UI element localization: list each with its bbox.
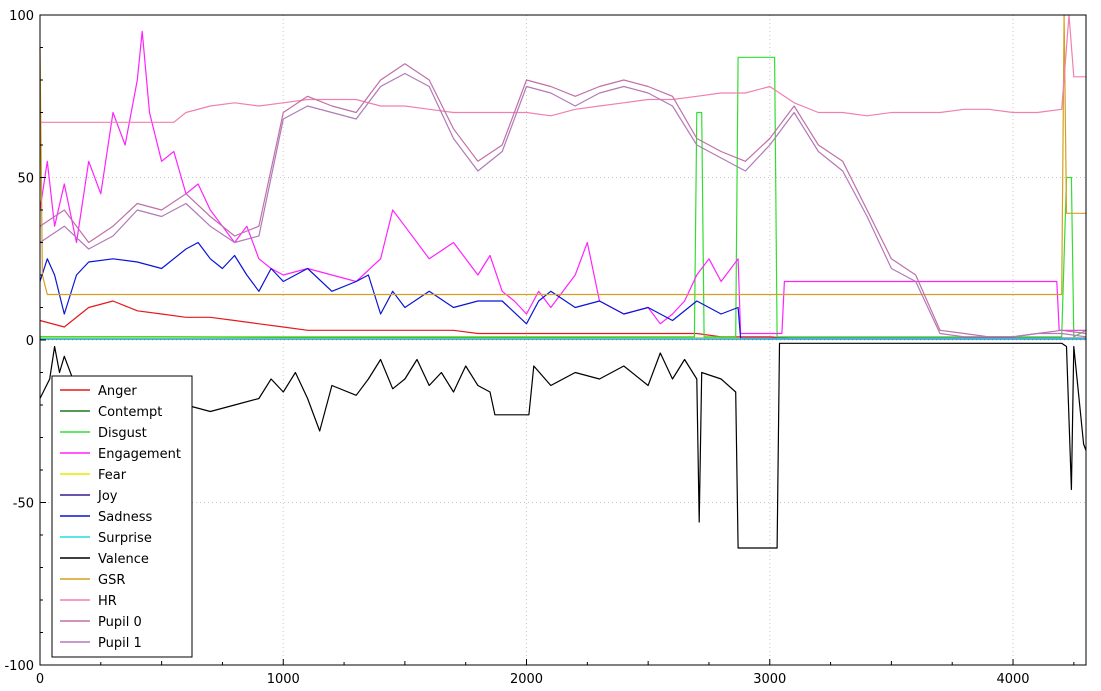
legend-label: Joy: [97, 489, 118, 504]
series-line-pupil-0: [39, 63, 1087, 338]
x-tick-label: 1000: [267, 672, 300, 687]
y-tick-label: 0: [26, 334, 34, 349]
series-lines: [39, 14, 1087, 549]
legend-label: Pupil 1: [98, 636, 142, 651]
series-line-anger: [39, 300, 1086, 339]
x-tick-label: 2000: [510, 672, 543, 687]
y-tick-label: -50: [13, 497, 34, 512]
series-line-engagement: [39, 30, 1086, 335]
legend-label: GSR: [98, 573, 125, 588]
series-line-disgust: [40, 56, 1087, 338]
legend-label: Valence: [98, 552, 149, 567]
legend-label: Disgust: [98, 426, 147, 441]
legend-label: Engagement: [98, 447, 181, 462]
axes: 0 1000 2000 3000 4000 100 50 0 -50 -100: [4, 9, 1075, 687]
legend-label: Fear: [98, 468, 127, 483]
legend-label: Surprise: [98, 531, 152, 546]
series-line-hr: [40, 14, 1086, 123]
legend-label: Contempt: [98, 405, 162, 420]
legend: Anger Contempt Disgust Engagement Fear Joy Sad…: [51, 375, 193, 658]
x-tick-label: 4000: [996, 672, 1029, 687]
series-line-pupil-1: [39, 72, 1087, 338]
x-tick-label: 0: [36, 672, 44, 687]
series-line-sadness: [39, 241, 1086, 339]
legend-label: HR: [98, 594, 117, 609]
series-line-gsr: [39, 14, 1086, 296]
y-tick-label: -100: [4, 659, 34, 674]
y-tick-label: 50: [17, 172, 34, 187]
series-line-valence: [39, 342, 1087, 549]
legend-label: Anger: [98, 384, 137, 399]
legend-label: Sadness: [98, 510, 152, 525]
x-tick-label: 3000: [753, 672, 786, 687]
legend-label: Pupil 0: [98, 615, 142, 630]
y-tick-label: 100: [9, 9, 34, 24]
